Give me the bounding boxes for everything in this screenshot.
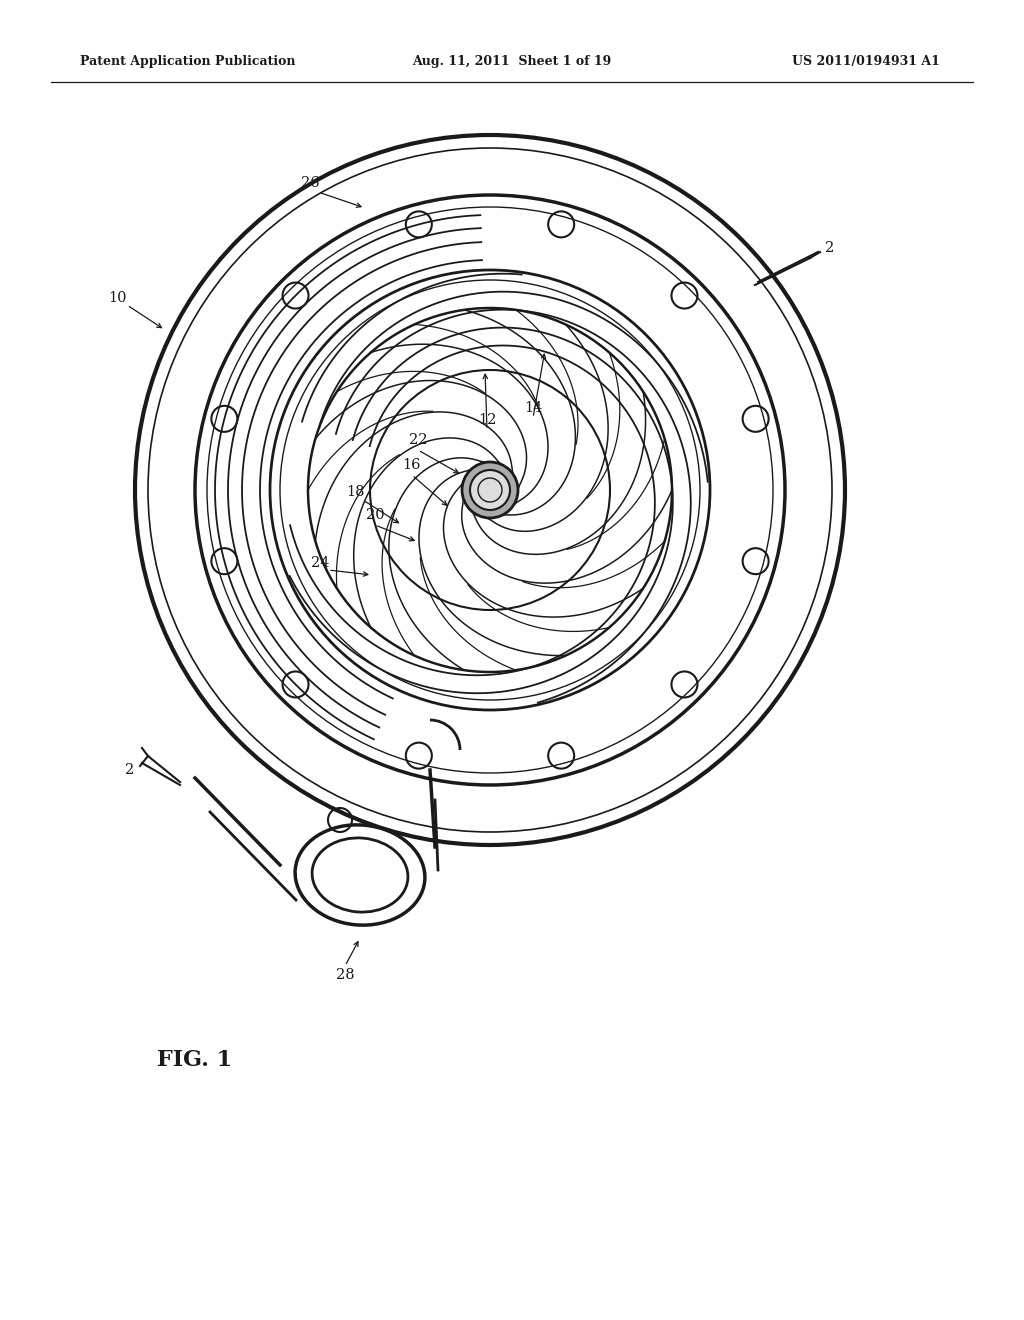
Text: 16: 16: [402, 458, 421, 473]
Ellipse shape: [295, 825, 425, 925]
Text: US 2011/0194931 A1: US 2011/0194931 A1: [793, 55, 940, 69]
Text: 18: 18: [346, 484, 365, 499]
Text: 24: 24: [310, 556, 330, 570]
Text: Patent Application Publication: Patent Application Publication: [80, 55, 296, 69]
Text: 10: 10: [109, 290, 127, 305]
Text: 22: 22: [409, 433, 427, 447]
Circle shape: [462, 462, 518, 517]
Text: 2: 2: [825, 242, 835, 255]
Text: Aug. 11, 2011  Sheet 1 of 19: Aug. 11, 2011 Sheet 1 of 19: [413, 55, 611, 69]
Text: 28: 28: [336, 968, 354, 982]
Text: 20: 20: [366, 508, 384, 521]
Circle shape: [470, 470, 510, 510]
Text: 26: 26: [301, 176, 319, 190]
Text: 14: 14: [524, 401, 542, 414]
Text: 2: 2: [125, 763, 134, 777]
Text: 12: 12: [478, 413, 497, 426]
Text: FIG. 1: FIG. 1: [158, 1049, 232, 1071]
